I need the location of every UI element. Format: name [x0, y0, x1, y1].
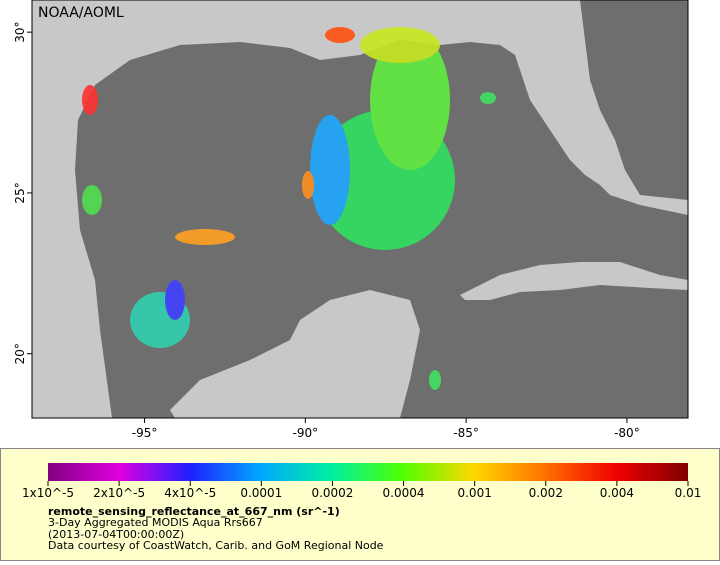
x-tick-label: -85° — [453, 426, 479, 440]
axis-ticks: -95° -90° -85° -80° 20° 25° 30° — [13, 22, 640, 440]
colorbar-tick-label: 0.0001 — [240, 486, 282, 500]
caption-line: (2013-07-04T00:00:00Z) — [48, 528, 184, 541]
colorbar-tick-label: 1x10^-5 — [22, 486, 74, 500]
x-tick-label: -80° — [614, 426, 640, 440]
colorbar-tick-label: 2x10^-5 — [93, 486, 145, 500]
map-frame — [31, 0, 689, 419]
y-tick-label: 20° — [13, 343, 27, 364]
colorbar-tick-label: 0.0004 — [383, 486, 425, 500]
colorbar-tick-label: 0.002 — [529, 486, 563, 500]
colorbar-ticks: 1x10^-5 2x10^-5 4x10^-5 0.0001 0.0002 0.0004 0… — [22, 481, 701, 500]
swaths — [82, 27, 496, 390]
credit: NOAA/AOML — [38, 5, 124, 21]
cuba — [460, 262, 688, 300]
colorbar-tick-label: 0.01 — [675, 486, 702, 500]
colorbar-tick-label: 4x10^-5 — [164, 486, 216, 500]
caption-line: Data courtesy of CoastWatch, Carib. and … — [48, 539, 384, 552]
colorbar-tick-label: 0.0002 — [311, 486, 353, 500]
ocean-atlantic — [580, 0, 688, 200]
colorbar — [48, 463, 688, 481]
x-tick-label: -95° — [132, 426, 158, 440]
colorbar-tick-label: 0.001 — [457, 486, 491, 500]
map: NOAA/AOML — [32, 0, 688, 418]
x-tick-label: -90° — [293, 426, 319, 440]
colorbar-tick-label: 0.004 — [600, 486, 634, 500]
caption-line: 3-Day Aggregated MODIS Aqua Rrs667 — [48, 516, 263, 529]
y-tick-label: 30° — [13, 22, 27, 43]
y-tick-label: 25° — [13, 182, 27, 203]
colorbar-title: remote_sensing_reflectance_at_667_nm (sr… — [48, 505, 340, 518]
